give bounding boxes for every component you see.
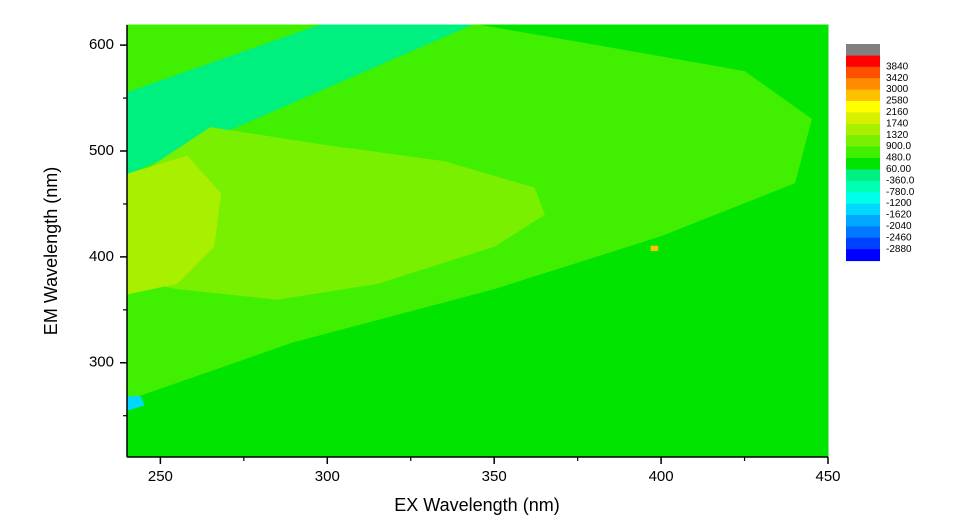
colorbar-label: 60.00	[886, 164, 911, 175]
colorbar-band	[846, 249, 880, 262]
x-tick-label: 250	[148, 468, 173, 485]
y-axis-title: EM Wavelength (nm)	[41, 167, 61, 335]
colorbar-band	[846, 101, 880, 113]
colorbar-band	[846, 123, 880, 136]
x-tick-label: 350	[482, 468, 507, 485]
y-tick-label: 300	[89, 354, 114, 371]
colorbar-label: 1320	[886, 130, 909, 141]
colorbar-label: -2460	[886, 232, 912, 243]
colorbar-label: -360.0	[886, 175, 915, 186]
colorbar-band	[846, 135, 880, 148]
colorbar-label: -2880	[886, 244, 912, 255]
colorbar-band	[846, 89, 880, 102]
colorbar-label: 3420	[886, 73, 909, 84]
colorbar-band	[846, 203, 880, 216]
x-tick-label: 400	[649, 468, 674, 485]
colorbar-label: 1740	[886, 118, 909, 129]
y-tick-label: 400	[89, 248, 114, 265]
colorbar-label: 480.0	[886, 153, 911, 164]
colorbar-label: -1620	[886, 210, 912, 221]
contour-region	[126, 127, 545, 300]
colorbar-band	[846, 158, 880, 170]
colorbar-label: 900.0	[886, 141, 911, 152]
colorbar-label: -2040	[886, 221, 912, 232]
colorbar-band	[846, 112, 880, 125]
y-tick-label: 600	[89, 36, 114, 53]
x-tick-label: 450	[815, 468, 840, 485]
x-axis-title: EX Wavelength (nm)	[394, 495, 559, 515]
colorbar-band	[846, 66, 880, 79]
colorbar-band	[846, 192, 880, 205]
colorbar-band	[846, 237, 880, 250]
contour-region	[650, 245, 659, 252]
colorbar-over	[846, 44, 880, 56]
y-tick-label: 500	[89, 142, 114, 159]
colorbar-label: 3000	[886, 84, 909, 95]
colorbar-band	[846, 169, 880, 182]
x-tick-label: 300	[315, 468, 340, 485]
colorbar-label: -1200	[886, 198, 912, 209]
colorbar-band	[846, 226, 880, 239]
colorbar-label: 3840	[886, 61, 909, 72]
colorbar-band	[846, 78, 880, 91]
colorbar-band	[846, 146, 880, 159]
colorbar-band	[846, 180, 880, 193]
colorbar-label: 2580	[886, 96, 909, 107]
colorbar-label: 2160	[886, 107, 909, 118]
colorbar-band	[846, 215, 880, 227]
colorbar-label: -780.0	[886, 187, 915, 198]
colorbar-band	[846, 55, 880, 68]
